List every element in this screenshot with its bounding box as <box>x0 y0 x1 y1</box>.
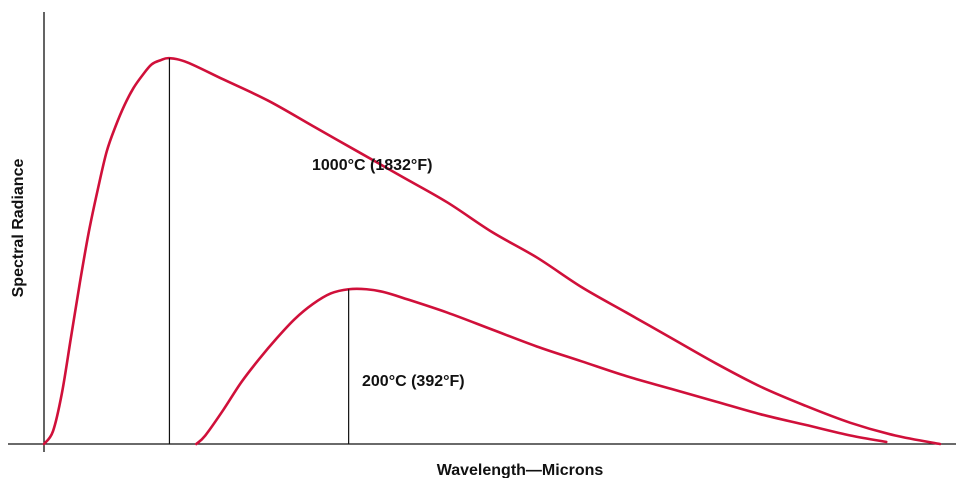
curve-label-1000c: 1000°C (1832°F) <box>312 157 432 174</box>
peak-markers <box>168 58 350 444</box>
x-axis-title: Wavelength—Microns <box>437 462 604 478</box>
series-line-0 <box>42 56 942 446</box>
y-axis-title: Spectral Radiance <box>10 159 27 298</box>
series-line-1 <box>195 287 888 446</box>
axes <box>8 12 956 452</box>
curve-label-200c: 200°C (392°F) <box>362 373 465 390</box>
series-layer <box>42 56 942 446</box>
